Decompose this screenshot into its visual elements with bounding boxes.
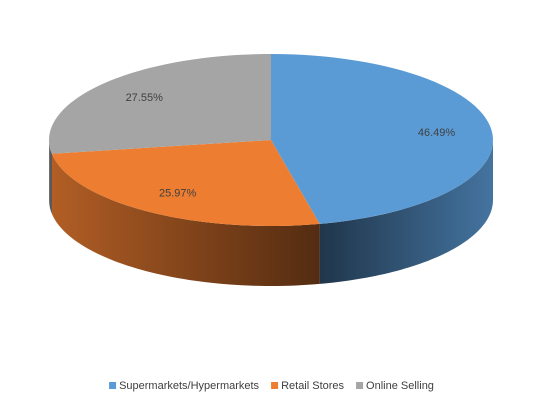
slice: [51, 140, 320, 226]
legend: Supermarkets/Hypermarkets Retail Stores On…: [109, 380, 434, 392]
legend-label: Supermarkets/Hypermarkets: [119, 380, 259, 392]
data-label: 27.55%: [126, 92, 164, 104]
slice-side: [49, 140, 52, 214]
slice-side: [319, 140, 493, 284]
legend-swatch: [271, 382, 279, 389]
data-label: 46.49%: [418, 127, 456, 139]
legend-label: Online Selling: [366, 380, 434, 392]
slice-side: [51, 153, 320, 286]
legend-swatch: [109, 382, 117, 389]
data-label: 25.97%: [159, 187, 197, 199]
legend-label: Retail Stores: [281, 380, 344, 392]
slice: [271, 54, 493, 224]
legend-swatch: [356, 382, 364, 389]
slice: [49, 54, 271, 154]
